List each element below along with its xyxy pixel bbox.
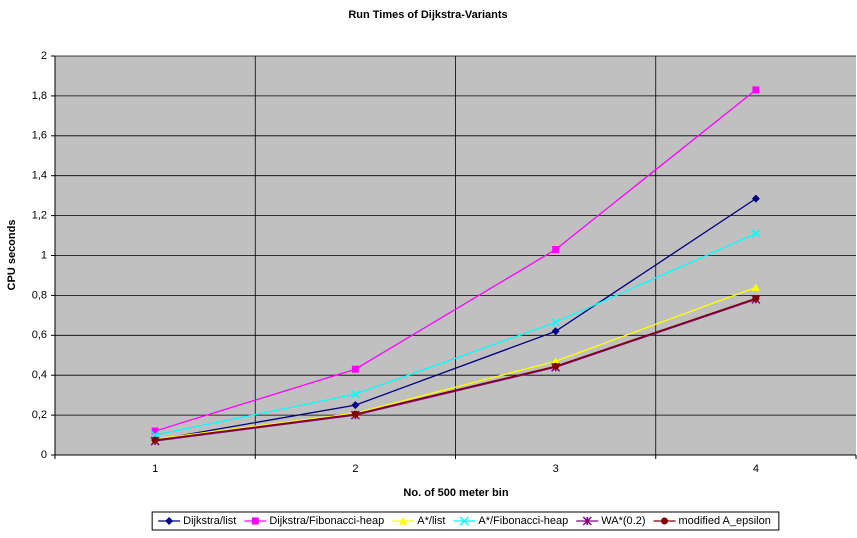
marker <box>165 517 174 525</box>
y-tick-label: 2 <box>41 50 47 62</box>
marker <box>751 283 760 291</box>
y-tick-label: 0,4 <box>32 369 47 381</box>
marker <box>551 327 560 336</box>
marker <box>151 436 159 444</box>
y-tick-label: 0,8 <box>32 289 47 301</box>
marker <box>351 401 360 410</box>
marker <box>551 317 561 327</box>
marker <box>351 410 359 418</box>
marker <box>751 194 760 203</box>
y-tick-label: 0,6 <box>32 329 47 341</box>
marker <box>661 517 668 525</box>
x-tick-label: 3 <box>553 463 559 475</box>
marker <box>399 517 408 525</box>
series-line <box>155 298 757 442</box>
marker <box>151 427 159 435</box>
y-axis-label: CPU seconds <box>6 220 18 291</box>
legend-label: A*/Fibonacci-heap <box>478 515 568 527</box>
marker <box>752 86 760 94</box>
marker <box>350 389 360 399</box>
legend-label: Dijkstra/Fibonacci-heap <box>269 515 384 527</box>
y-tick-label: 1,6 <box>32 130 47 142</box>
marker <box>551 357 560 365</box>
marker <box>752 294 760 302</box>
series-line <box>155 297 757 441</box>
series-line <box>155 198 757 441</box>
marker <box>552 246 560 254</box>
x-tick-label: 4 <box>753 463 759 475</box>
y-tick-label: 0 <box>41 449 47 461</box>
series-line <box>154 232 757 436</box>
legend-label: modified A_epsilon <box>679 515 771 527</box>
marker <box>582 516 592 526</box>
x-tick-label: 1 <box>152 463 158 475</box>
marker <box>459 516 469 526</box>
legend-label: WA*(0.2) <box>601 515 645 527</box>
y-tick-label: 1 <box>41 249 47 261</box>
x-axis-label: No. of 500 meter bin <box>403 487 508 499</box>
legend: Dijkstra/list Dijkstra/Fibonacci-heap A*/l… <box>151 511 780 531</box>
y-tick-label: 0,2 <box>32 409 47 421</box>
chart-title: Run Times of Dijkstra-Variants <box>348 9 507 21</box>
marker <box>351 365 359 373</box>
series-line <box>155 286 757 440</box>
legend-label: Dijkstra/list <box>183 515 236 527</box>
y-tick-label: 1,8 <box>32 90 47 102</box>
marker <box>552 362 560 370</box>
marker <box>751 229 761 239</box>
legend-label: A*/list <box>417 515 445 527</box>
series-line <box>154 89 757 432</box>
y-tick-label: 1,2 <box>32 210 47 222</box>
x-tick-label: 2 <box>352 463 358 475</box>
y-tick-label: 1,4 <box>32 170 47 182</box>
marker <box>251 517 259 525</box>
